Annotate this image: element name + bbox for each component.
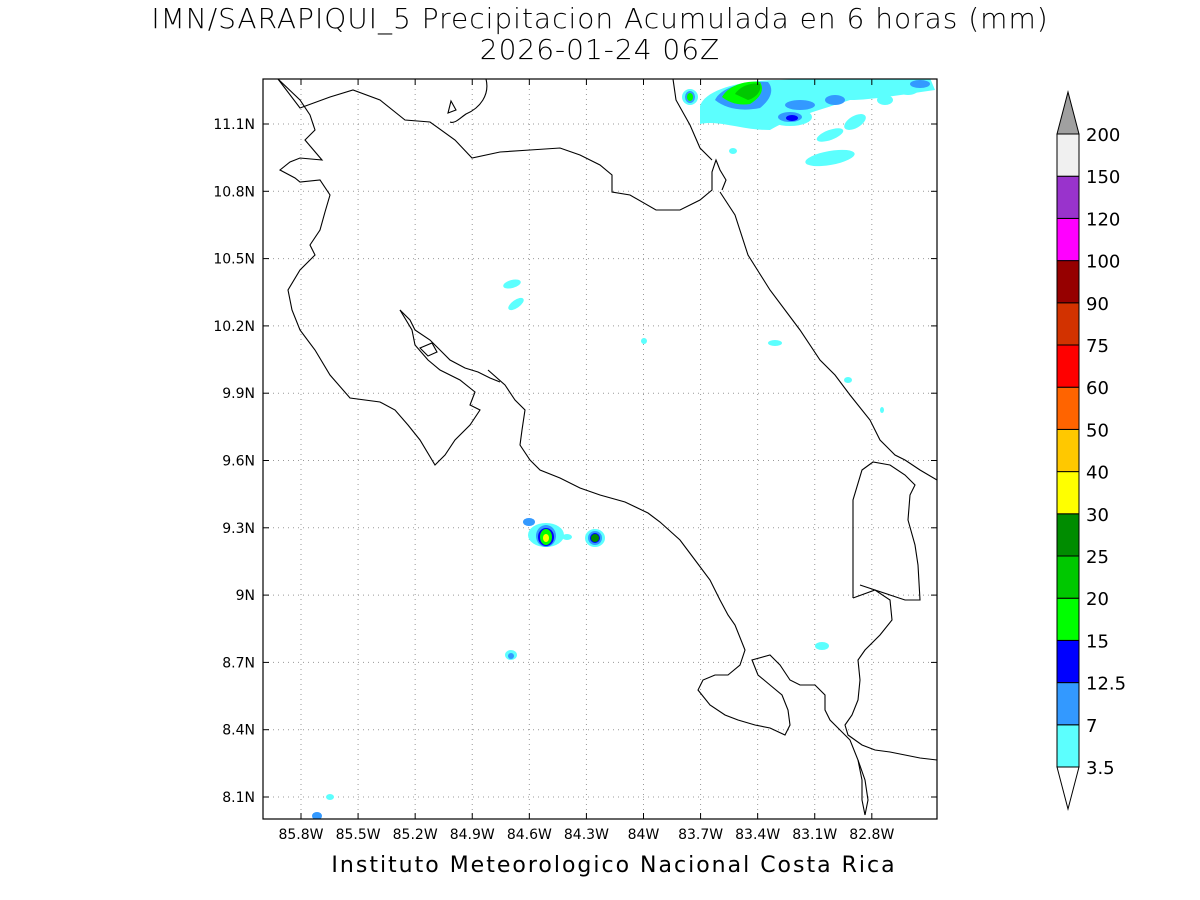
colorbar-under-arrow: [1056, 766, 1080, 811]
lon-tick-label: 83.4W: [735, 827, 780, 843]
colorbar-segment: [1056, 260, 1080, 304]
colorbar-label: 7: [1086, 716, 1097, 737]
colorbar-label: 90: [1086, 294, 1109, 315]
colorbar-segment: [1056, 217, 1080, 262]
colorbar-label: 150: [1086, 167, 1120, 188]
lon-tick-label: 84.3W: [564, 827, 609, 843]
lon-tick-label: 84.9W: [450, 827, 495, 843]
colorbar-label: 40: [1086, 463, 1109, 484]
lon-tick-label: 84.6W: [507, 827, 552, 843]
precipitation-field: [312, 79, 935, 819]
colorbar-segment: [1056, 513, 1080, 557]
lon-tick-label: 84W: [628, 827, 660, 843]
lat-tick-label: 10.2N: [213, 319, 255, 335]
lat-tick-label: 9N: [236, 588, 255, 604]
colorbar-over-arrow: [1056, 90, 1080, 135]
longitude-axis: 85.8W 85.5W 85.2W 84.9W 84.6W 84.3W 84W 83.7W 83…: [278, 79, 894, 843]
colorbar-segment: [1056, 471, 1080, 515]
lat-tick-label: 8.1N: [222, 790, 255, 806]
colorbar-segment: [1056, 302, 1080, 346]
colorbar: 3.5 7 12.5 15 20 25 30 40 50 60 75 90 100 120 150 200: [1056, 90, 1126, 811]
footer-credit: Instituto Meteorologico Nacional Costa R…: [331, 853, 897, 878]
colorbar-segment: [1056, 724, 1080, 768]
colorbar-label: 60: [1086, 378, 1109, 399]
colorbar-segment: [1056, 344, 1080, 388]
lat-tick-label: 8.4N: [222, 723, 255, 739]
lat-tick-label: 9.9N: [222, 386, 255, 402]
colorbar-label: 50: [1086, 420, 1109, 441]
colorbar-segment: [1056, 639, 1080, 684]
lon-tick-label: 82.8W: [849, 827, 894, 843]
lat-tick-label: 10.5N: [213, 252, 255, 268]
colorbar-label: 12.5: [1086, 674, 1126, 695]
lat-tick-label: 9.3N: [222, 521, 255, 537]
colorbar-segment: [1056, 597, 1080, 641]
colorbar-label: 75: [1086, 336, 1109, 357]
colorbar-segment: [1056, 175, 1080, 219]
colorbar-segment: [1056, 386, 1080, 430]
colorbar-segment: [1056, 682, 1080, 726]
lon-tick-label: 83.7W: [678, 827, 723, 843]
lon-tick-label: 85.2W: [393, 827, 438, 843]
lon-tick-label: 83.1W: [792, 827, 837, 843]
map-date: 2026-01-24 06Z: [479, 33, 721, 66]
lat-tick-label: 9.6N: [222, 454, 255, 470]
colorbar-label: 200: [1086, 125, 1120, 146]
colorbar-label: 20: [1086, 589, 1109, 610]
map-frame: [262, 78, 938, 820]
coastlines: [277, 79, 937, 816]
colorbar-segment: [1056, 133, 1080, 177]
map-grid: [263, 79, 937, 819]
colorbar-label: 100: [1086, 252, 1120, 273]
latitude-axis: 11.1N 10.8N 10.5N 10.2N 9.9N 9.6N 9.3N 9N 8.7N 8.…: [213, 117, 937, 806]
colorbar-label: 3.5: [1086, 758, 1115, 779]
lon-tick-label: 85.5W: [336, 827, 381, 843]
lon-tick-label: 85.8W: [278, 827, 323, 843]
lat-tick-label: 10.8N: [213, 184, 255, 200]
colorbar-label: 25: [1086, 547, 1109, 568]
colorbar-segment: [1056, 428, 1080, 473]
lat-tick-label: 8.7N: [222, 655, 255, 671]
colorbar-segment: [1056, 555, 1080, 599]
colorbar-label: 15: [1086, 631, 1109, 652]
colorbar-label: 120: [1086, 209, 1120, 230]
map-title: IMN/SARAPIQUI_5 Precipitacion Acumulada …: [151, 2, 1049, 35]
lat-tick-label: 11.1N: [213, 117, 255, 133]
colorbar-label: 30: [1086, 505, 1109, 526]
